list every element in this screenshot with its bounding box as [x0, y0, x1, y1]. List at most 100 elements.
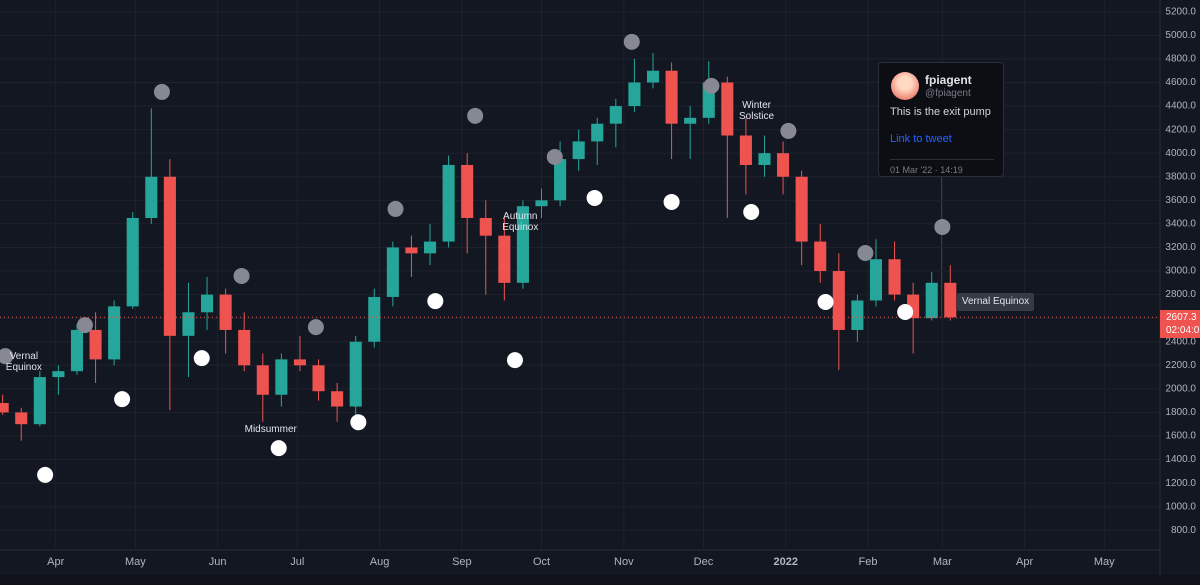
- candle-body: [33, 377, 46, 425]
- y-tick-label: 800.0: [1171, 525, 1196, 536]
- y-tick-label: 3000.0: [1165, 266, 1196, 277]
- candle-body: [145, 176, 158, 218]
- tweet-link[interactable]: Link to tweet: [890, 133, 952, 145]
- x-tick-label: Apr: [47, 556, 64, 568]
- candle-body: [182, 312, 195, 336]
- candle-body: [609, 106, 622, 124]
- candle-body: [349, 341, 362, 407]
- candle-body: [108, 306, 121, 360]
- candle-body: [832, 271, 845, 330]
- candle-body: [89, 329, 102, 360]
- candle-body: [814, 241, 827, 272]
- event-label: Winter Solstice: [739, 99, 775, 122]
- toolbar: [0, 575, 1200, 585]
- candle-body: [15, 412, 28, 425]
- last-price: 2607.3: [1166, 312, 1197, 323]
- candle-body: [795, 176, 808, 242]
- candle-body: [0, 402, 9, 413]
- moon-marker: [546, 148, 563, 165]
- moon-marker: [743, 203, 760, 220]
- candle-body: [684, 117, 697, 124]
- x-tick-label: Sep: [452, 556, 472, 568]
- candle-body: [293, 359, 306, 366]
- user-handle: @fpiagent: [925, 88, 971, 99]
- countdown: 02:04:0: [1166, 325, 1200, 336]
- candle-body: [554, 159, 567, 201]
- y-tick-label: 4600.0: [1165, 77, 1196, 88]
- tooltip: fpiagent @fpiagent This is the exit pump…: [878, 62, 1004, 177]
- moon-marker: [233, 267, 250, 284]
- candle-body: [777, 153, 790, 177]
- y-tick-label: 1000.0: [1165, 501, 1196, 512]
- x-tick-label: Apr: [1016, 556, 1033, 568]
- y-tick-label: 2400.0: [1165, 336, 1196, 347]
- candle-body: [628, 82, 641, 107]
- candle-body: [591, 123, 604, 142]
- x-tick-label: Jun: [209, 556, 227, 568]
- hover-label: Vernal Equinox: [957, 293, 1034, 311]
- x-tick-label: Dec: [694, 556, 714, 568]
- y-tick-label: 3800.0: [1165, 171, 1196, 182]
- candle-body: [646, 70, 660, 83]
- y-tick-label: 1200.0: [1165, 478, 1196, 489]
- y-tick-label: 1400.0: [1165, 454, 1196, 465]
- y-tick-label: 2800.0: [1165, 289, 1196, 300]
- x-tick-label: Oct: [533, 556, 550, 568]
- moon-marker: [817, 294, 834, 311]
- event-label: Midsummer: [244, 423, 297, 435]
- moon-marker: [427, 293, 444, 310]
- candle-body: [516, 206, 529, 283]
- x-tick-label: Aug: [370, 556, 390, 568]
- candle-body: [275, 359, 288, 395]
- candle-body: [721, 82, 734, 136]
- y-tick-label: 4000.0: [1165, 148, 1196, 159]
- y-tick-label: 3600.0: [1165, 195, 1196, 206]
- y-tick-label: 5200.0: [1165, 6, 1196, 17]
- candle-body: [201, 294, 214, 313]
- avatar: [891, 72, 919, 100]
- moon-marker: [387, 200, 404, 217]
- candle-body: [405, 247, 418, 254]
- moon-marker: [76, 317, 93, 334]
- y-tick-label: 3200.0: [1165, 242, 1196, 253]
- moon-marker: [193, 350, 210, 367]
- candle-body: [331, 391, 344, 407]
- x-tick-label: May: [1094, 556, 1115, 568]
- moon-marker: [37, 466, 54, 483]
- candle-body: [70, 329, 84, 372]
- y-tick-label: 4800.0: [1165, 54, 1196, 65]
- candle-body: [368, 296, 381, 342]
- moon-marker: [350, 414, 367, 431]
- tweet-time: 01 Mar '22 · 14:19: [890, 159, 994, 175]
- candle-body: [888, 259, 901, 295]
- moon-marker: [897, 304, 914, 321]
- y-tick-label: 4200.0: [1165, 124, 1196, 135]
- y-tick-label: 1600.0: [1165, 431, 1196, 442]
- candle-body: [238, 329, 251, 366]
- x-tick-label: Nov: [614, 556, 634, 568]
- candle-body: [386, 247, 399, 297]
- candle-body: [52, 371, 65, 378]
- x-tick-label: Jul: [290, 556, 304, 568]
- moon-marker: [153, 83, 170, 100]
- candle-body: [126, 217, 139, 307]
- y-tick-label: 2200.0: [1165, 360, 1196, 371]
- candle-body: [423, 241, 437, 254]
- moon-marker: [703, 77, 720, 94]
- x-tick-label: 2022: [773, 556, 797, 568]
- candle-body: [944, 282, 957, 318]
- user-name: fpiagent: [925, 73, 972, 87]
- x-tick-label: Mar: [933, 556, 952, 568]
- moon-marker: [0, 348, 14, 365]
- candle-body: [312, 365, 325, 392]
- candle-body: [535, 200, 548, 207]
- candle-body: [665, 70, 678, 124]
- moon-marker: [307, 319, 324, 336]
- candle-body: [442, 164, 455, 242]
- candle-body: [479, 217, 492, 236]
- y-tick-label: 1800.0: [1165, 407, 1196, 418]
- y-tick-label: 5000.0: [1165, 30, 1196, 41]
- moon-marker: [467, 107, 484, 124]
- moon-marker: [663, 193, 680, 210]
